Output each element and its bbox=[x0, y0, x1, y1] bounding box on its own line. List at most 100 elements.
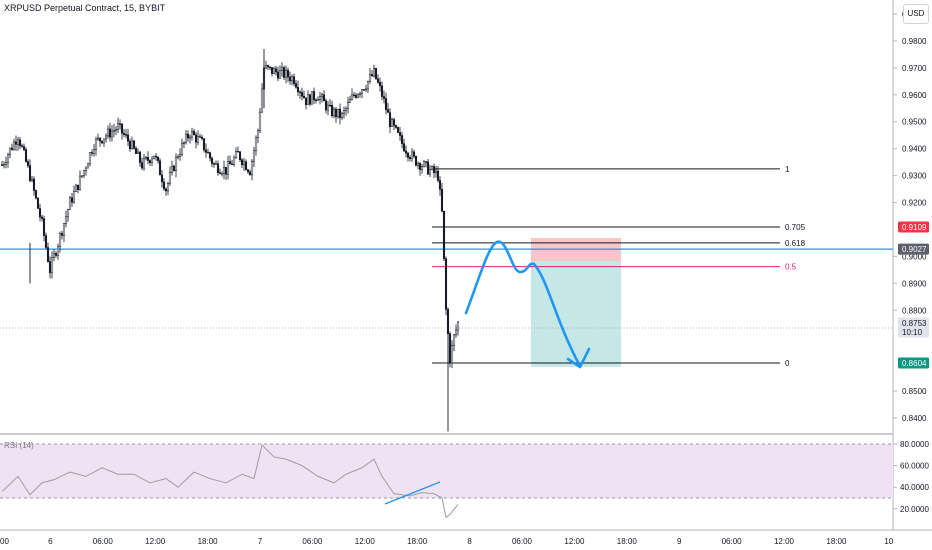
rsi-divergence-trendline[interactable] bbox=[384, 481, 441, 505]
candle-body bbox=[50, 257, 54, 273]
fibonacci-retracement[interactable]: 1 0.705 0.618 0.5 0 bbox=[432, 165, 806, 368]
candle-body bbox=[40, 216, 44, 219]
projected-path-arrow[interactable] bbox=[464, 240, 582, 368]
candle-body bbox=[194, 134, 198, 143]
candle-body bbox=[32, 178, 36, 191]
candle-body bbox=[448, 333, 452, 364]
price-tick-label: 0.9600 bbox=[902, 91, 927, 100]
candle-body bbox=[300, 92, 304, 97]
candle-body bbox=[184, 133, 188, 143]
candle-body bbox=[150, 158, 154, 163]
candle-body bbox=[22, 146, 26, 150]
candle-body bbox=[168, 172, 172, 184]
candle-body bbox=[102, 138, 106, 144]
candle-body bbox=[416, 163, 420, 166]
currency-button[interactable]: USD bbox=[903, 4, 929, 24]
time-axis-label: 18:00 bbox=[617, 537, 638, 546]
rsi-indicator-title[interactable]: RSI (14) bbox=[4, 441, 34, 450]
rsi-axis[interactable]: 80.0000 60.0000 40.0000 20.0000 bbox=[893, 440, 929, 514]
rsi-tick-label: 40.0000 bbox=[900, 483, 929, 492]
candle-body bbox=[34, 190, 38, 199]
candle-body bbox=[16, 139, 20, 145]
candle-body bbox=[236, 151, 240, 153]
candle-body bbox=[266, 65, 270, 68]
candle-body bbox=[380, 85, 384, 97]
candle-body bbox=[364, 88, 368, 90]
candle-body bbox=[152, 155, 156, 160]
candle-body bbox=[228, 161, 232, 165]
candle-body bbox=[404, 150, 408, 154]
candle-body bbox=[172, 165, 176, 171]
candle-body bbox=[396, 127, 400, 133]
candle-body bbox=[322, 94, 326, 102]
price-tick-label: 0.9000 bbox=[902, 252, 927, 261]
candle-body bbox=[10, 147, 14, 150]
candle-body bbox=[382, 96, 386, 99]
candle-body bbox=[210, 157, 214, 164]
price-tick-label: 0.9800 bbox=[902, 37, 927, 46]
candle-body bbox=[186, 133, 190, 139]
candle-body bbox=[392, 119, 396, 126]
candle-body bbox=[450, 345, 454, 364]
candle-body bbox=[250, 160, 254, 176]
candle-body bbox=[294, 83, 298, 88]
candle-body bbox=[338, 108, 342, 118]
candle-body bbox=[234, 151, 238, 159]
candle-body bbox=[372, 68, 376, 77]
candle-body bbox=[198, 136, 202, 138]
candle-body bbox=[160, 174, 164, 183]
candle-body bbox=[272, 68, 276, 74]
candle-body bbox=[176, 156, 180, 158]
candle-body bbox=[254, 137, 258, 151]
candle-body bbox=[94, 138, 98, 150]
fib-level-label: 0.5 bbox=[785, 263, 797, 272]
time-axis-label: 9 bbox=[677, 537, 682, 546]
candle-body bbox=[76, 184, 80, 190]
candle-body bbox=[0, 164, 4, 166]
candle-body bbox=[18, 139, 22, 146]
candle-body bbox=[148, 160, 152, 163]
rsi-line bbox=[1, 444, 459, 519]
candle-body bbox=[170, 165, 174, 173]
time-axis-label: 12:00 bbox=[145, 537, 166, 546]
take-profit-zone[interactable] bbox=[531, 261, 621, 367]
candle-body bbox=[420, 166, 424, 170]
candle-body bbox=[90, 152, 94, 154]
candle-body bbox=[336, 108, 340, 117]
candle-body bbox=[54, 253, 58, 256]
candle-body bbox=[112, 130, 116, 132]
rsi-tick-label: 20.0000 bbox=[900, 505, 929, 514]
candle-body bbox=[96, 137, 100, 140]
candle-body bbox=[132, 140, 136, 149]
candle-body bbox=[280, 67, 284, 71]
candle-body bbox=[346, 102, 350, 109]
candle-body bbox=[378, 82, 382, 87]
candle-body bbox=[192, 131, 196, 136]
candle-body bbox=[174, 156, 178, 171]
time-axis-label: 12:00 bbox=[564, 537, 585, 546]
candle-body bbox=[64, 216, 68, 224]
candle-body bbox=[128, 141, 132, 149]
candle-body bbox=[70, 197, 74, 203]
candle-body bbox=[224, 166, 228, 175]
rsi-tick-label: 60.0000 bbox=[900, 462, 929, 471]
candle-body bbox=[274, 68, 278, 73]
symbol-title[interactable]: XRPUSD Perpetual Contract, 15, BYBIT bbox=[4, 3, 166, 13]
candle-body bbox=[218, 172, 222, 174]
candle-body bbox=[114, 129, 118, 131]
candle-body bbox=[138, 151, 142, 163]
candle-body bbox=[328, 104, 332, 107]
time-axis[interactable]: 00 6 06:00 12:00 18:00 7 06:00 12:00 18:00 8 06:00… bbox=[0, 537, 894, 546]
price-tick-label: 0.9300 bbox=[902, 172, 927, 181]
candle-body bbox=[118, 123, 122, 125]
time-axis-label: 10 bbox=[884, 537, 893, 546]
candle-body bbox=[238, 151, 242, 161]
candle-body bbox=[24, 149, 28, 162]
candle-body bbox=[178, 154, 182, 158]
candle-body bbox=[306, 94, 310, 105]
candle-body bbox=[144, 156, 148, 159]
candle-body bbox=[350, 94, 354, 100]
candle-body bbox=[444, 258, 448, 310]
candle-body bbox=[342, 110, 346, 114]
